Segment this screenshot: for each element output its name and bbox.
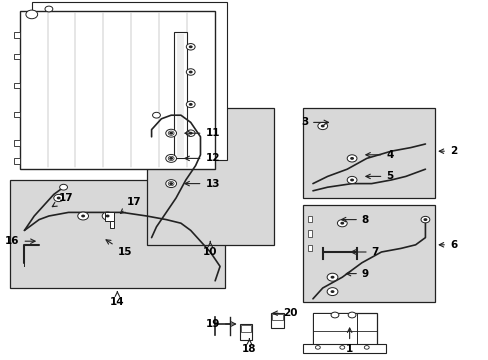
Circle shape bbox=[326, 288, 337, 296]
Text: 20: 20 bbox=[272, 308, 298, 318]
Text: 2: 2 bbox=[438, 146, 456, 156]
Text: 11: 11 bbox=[184, 128, 220, 138]
Circle shape bbox=[105, 215, 109, 217]
Bar bbox=[176, 34, 184, 157]
Bar bbox=[239, 324, 251, 340]
Bar bbox=[240, 325, 250, 332]
Circle shape bbox=[60, 184, 67, 190]
Text: 5: 5 bbox=[365, 171, 393, 181]
Bar bbox=[271, 313, 283, 328]
Circle shape bbox=[315, 346, 320, 349]
Text: 1: 1 bbox=[346, 328, 352, 354]
Text: 8: 8 bbox=[341, 215, 368, 225]
Circle shape bbox=[317, 122, 327, 130]
Circle shape bbox=[320, 125, 324, 127]
Text: 14: 14 bbox=[110, 292, 124, 307]
Bar bbox=[173, 32, 187, 158]
Text: 15: 15 bbox=[106, 240, 132, 257]
Circle shape bbox=[423, 218, 427, 221]
Text: 3: 3 bbox=[300, 117, 328, 127]
Circle shape bbox=[188, 132, 192, 135]
Bar bbox=[14, 140, 20, 146]
Circle shape bbox=[102, 212, 113, 220]
Bar bbox=[105, 212, 114, 221]
Bar bbox=[14, 54, 20, 59]
Circle shape bbox=[188, 45, 192, 48]
Circle shape bbox=[186, 44, 195, 50]
Circle shape bbox=[326, 273, 337, 281]
Circle shape bbox=[347, 312, 355, 318]
Text: 17: 17 bbox=[52, 193, 73, 207]
Circle shape bbox=[152, 112, 160, 118]
Bar bbox=[10, 180, 224, 288]
Bar bbox=[14, 112, 20, 117]
Circle shape bbox=[57, 197, 61, 199]
Circle shape bbox=[337, 220, 346, 227]
Circle shape bbox=[165, 180, 176, 188]
Circle shape bbox=[26, 10, 38, 19]
Text: 4: 4 bbox=[365, 150, 393, 160]
Bar bbox=[303, 108, 434, 198]
Bar bbox=[303, 205, 434, 302]
Bar bbox=[146, 108, 273, 245]
Bar bbox=[14, 83, 20, 88]
Text: 12: 12 bbox=[184, 153, 220, 163]
Circle shape bbox=[349, 179, 353, 181]
Bar bbox=[303, 344, 386, 353]
Text: 19: 19 bbox=[205, 319, 235, 329]
Circle shape bbox=[186, 130, 195, 136]
Bar bbox=[32, 2, 227, 160]
Circle shape bbox=[188, 103, 192, 106]
Circle shape bbox=[330, 312, 338, 318]
Circle shape bbox=[169, 182, 173, 185]
Bar bbox=[14, 32, 20, 38]
Bar bbox=[312, 313, 376, 349]
Text: 17: 17 bbox=[120, 197, 142, 213]
Circle shape bbox=[186, 101, 195, 108]
Circle shape bbox=[420, 216, 429, 223]
Circle shape bbox=[346, 155, 356, 162]
Text: 10: 10 bbox=[203, 242, 217, 257]
Circle shape bbox=[165, 129, 176, 137]
Bar bbox=[272, 314, 282, 320]
Circle shape bbox=[330, 276, 334, 279]
Bar bbox=[307, 230, 311, 237]
Circle shape bbox=[168, 156, 174, 161]
Text: 6: 6 bbox=[438, 240, 456, 250]
Circle shape bbox=[364, 346, 368, 349]
Bar bbox=[14, 158, 20, 164]
Circle shape bbox=[346, 176, 356, 184]
Text: 9: 9 bbox=[346, 269, 368, 279]
Circle shape bbox=[78, 212, 88, 220]
Text: 18: 18 bbox=[242, 339, 256, 354]
Circle shape bbox=[169, 157, 173, 160]
Bar bbox=[307, 216, 311, 222]
Text: 7: 7 bbox=[350, 247, 378, 257]
Circle shape bbox=[168, 181, 174, 186]
Circle shape bbox=[169, 132, 173, 135]
Bar bbox=[312, 313, 356, 349]
Circle shape bbox=[81, 215, 85, 217]
Circle shape bbox=[186, 69, 195, 75]
Circle shape bbox=[54, 194, 63, 202]
Circle shape bbox=[339, 346, 344, 349]
Circle shape bbox=[45, 6, 53, 12]
Bar bbox=[307, 245, 311, 251]
Circle shape bbox=[349, 157, 353, 160]
Circle shape bbox=[330, 290, 334, 293]
Bar bbox=[110, 221, 114, 228]
Circle shape bbox=[165, 154, 176, 162]
Circle shape bbox=[340, 222, 344, 225]
Text: 13: 13 bbox=[184, 179, 220, 189]
Bar bbox=[20, 11, 215, 169]
Text: 16: 16 bbox=[5, 236, 35, 246]
Circle shape bbox=[188, 71, 192, 73]
Circle shape bbox=[168, 131, 174, 135]
